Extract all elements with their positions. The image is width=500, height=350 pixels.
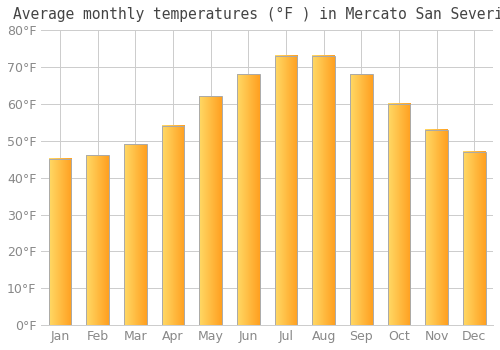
Bar <box>86 155 109 325</box>
Bar <box>124 145 146 325</box>
Title: Average monthly temperatures (°F ) in Mercato San Severino: Average monthly temperatures (°F ) in Me… <box>14 7 500 22</box>
Bar <box>463 152 485 325</box>
Bar <box>426 130 448 325</box>
Bar <box>49 159 72 325</box>
Bar <box>200 97 222 325</box>
Bar <box>162 126 184 325</box>
Bar <box>388 104 410 325</box>
Bar <box>274 56 297 325</box>
Bar <box>312 56 335 325</box>
Bar <box>237 74 260 325</box>
Bar <box>350 74 372 325</box>
